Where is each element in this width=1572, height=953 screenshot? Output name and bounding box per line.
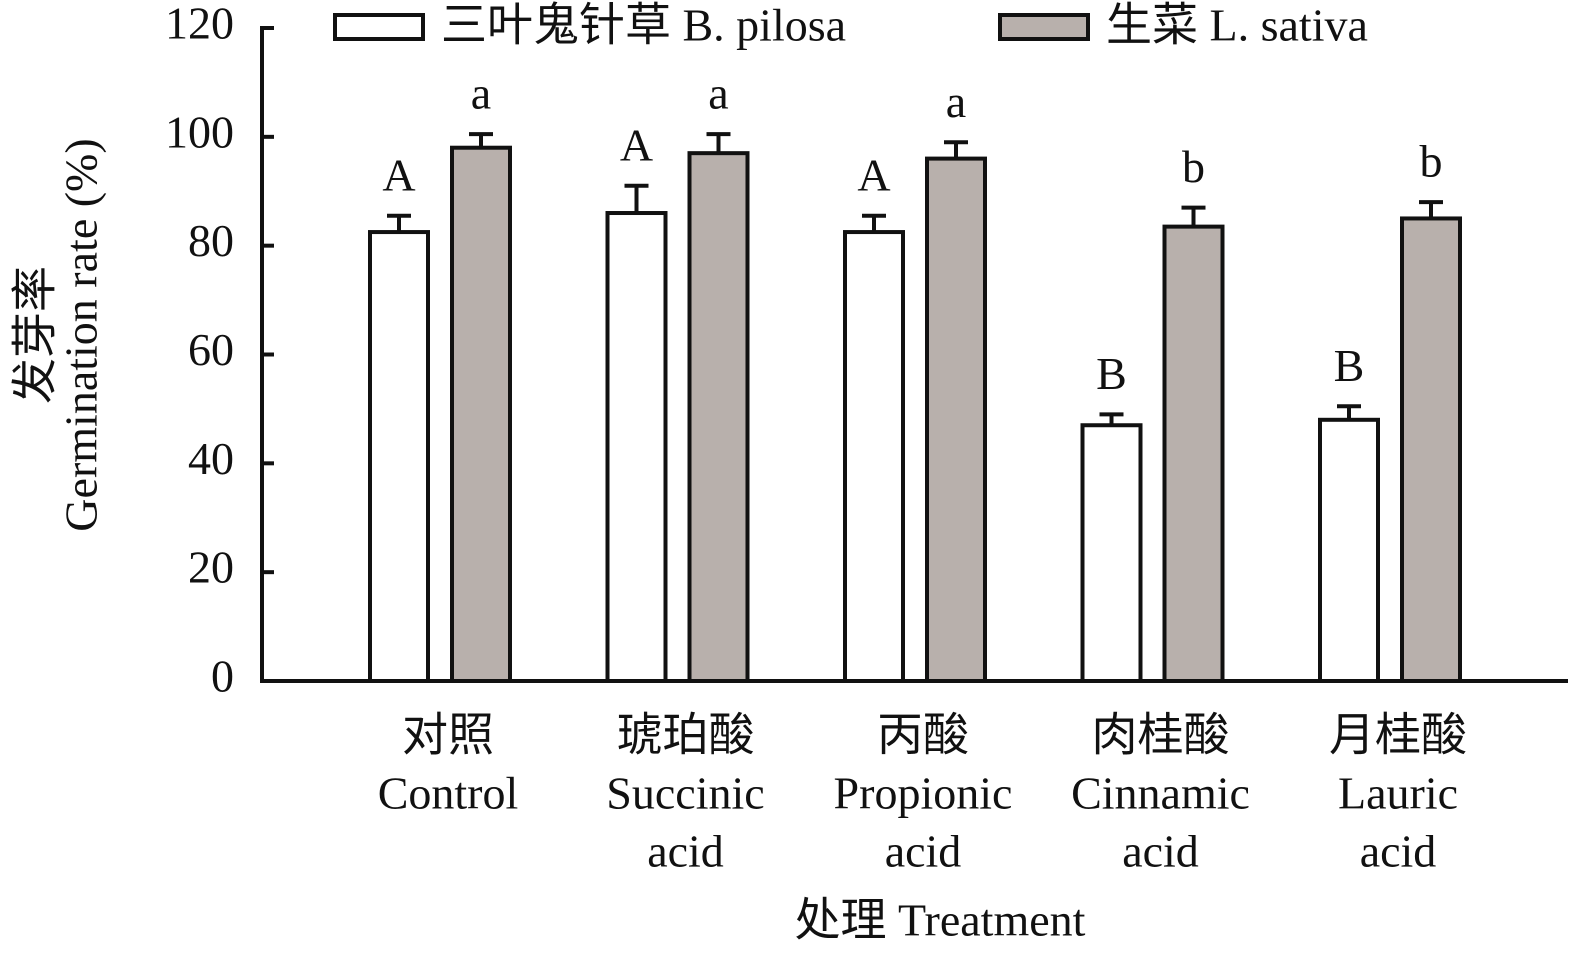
bar — [1318, 417, 1380, 683]
legend-swatch — [333, 13, 425, 41]
y-tick-label: 100 — [165, 106, 234, 157]
significance-letter: b — [1420, 136, 1443, 187]
bar — [450, 145, 512, 683]
y-label-group: 发芽率 Germination rate (%) — [10, 138, 107, 531]
x-tick-label: Succinic — [606, 768, 764, 819]
legend-label: 生菜 L. sativa — [1106, 0, 1368, 51]
x-tick-label: Lauric — [1338, 768, 1458, 819]
x-tick-label: Control — [378, 768, 519, 819]
y-tick-label: 80 — [188, 215, 234, 266]
x-tick-label: 肉桂酸 — [1092, 710, 1230, 761]
bar — [605, 211, 668, 683]
x-tick-label: acid — [1360, 826, 1437, 877]
x-tick-label: 月桂酸 — [1329, 710, 1467, 761]
y-label: 发芽率 — [10, 266, 61, 404]
bar — [1080, 423, 1143, 683]
x-tick-label: Cinnamic — [1071, 768, 1250, 819]
x-tick-label: 对照 — [402, 710, 494, 761]
bar — [1400, 216, 1462, 683]
y-tick-label: 60 — [188, 324, 234, 375]
bar — [687, 151, 750, 684]
x-tick-label: acid — [885, 826, 962, 877]
y-tick-label: 40 — [188, 433, 234, 484]
x-tick-label: 丙酸 — [877, 710, 969, 761]
x-tick-label: acid — [1122, 826, 1199, 877]
significance-letter: a — [946, 76, 966, 127]
significance-letter: A — [620, 119, 653, 170]
bar — [1162, 224, 1225, 684]
x-tick-label: Propionic — [834, 768, 1013, 819]
bar — [843, 230, 905, 683]
significance-letter: A — [857, 149, 890, 200]
significance-letter: B — [1096, 348, 1127, 399]
bar — [368, 230, 430, 683]
y-label: Germination rate (%) — [56, 138, 107, 531]
significance-letter: B — [1334, 340, 1365, 391]
x-tick-label: 琥珀酸 — [617, 710, 755, 761]
y-tick-label: 120 — [165, 0, 234, 49]
significance-letter: a — [471, 68, 491, 119]
significance-letter: a — [708, 68, 728, 119]
legend-label: 三叶鬼针草 B. pilosa — [441, 0, 846, 51]
significance-letter: A — [382, 149, 415, 200]
legend-swatch — [998, 13, 1090, 41]
y-tick-label: 0 — [211, 651, 234, 702]
x-label: 处理 Treatment — [795, 895, 1086, 946]
x-tick-label: acid — [647, 826, 724, 877]
y-tick-label: 20 — [188, 542, 234, 593]
significance-letter: b — [1182, 141, 1205, 192]
bar — [925, 156, 987, 684]
